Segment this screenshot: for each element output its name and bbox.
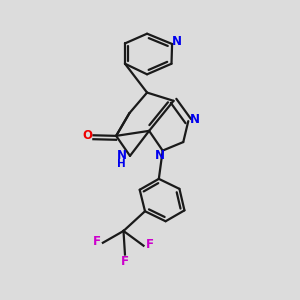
Text: F: F xyxy=(93,235,101,248)
Text: N: N xyxy=(155,149,165,162)
Text: F: F xyxy=(121,254,129,268)
Text: N: N xyxy=(117,149,127,162)
Text: H: H xyxy=(117,159,126,169)
Text: N: N xyxy=(172,35,182,48)
Text: F: F xyxy=(146,238,154,251)
Text: O: O xyxy=(82,129,92,142)
Text: N: N xyxy=(190,113,200,126)
